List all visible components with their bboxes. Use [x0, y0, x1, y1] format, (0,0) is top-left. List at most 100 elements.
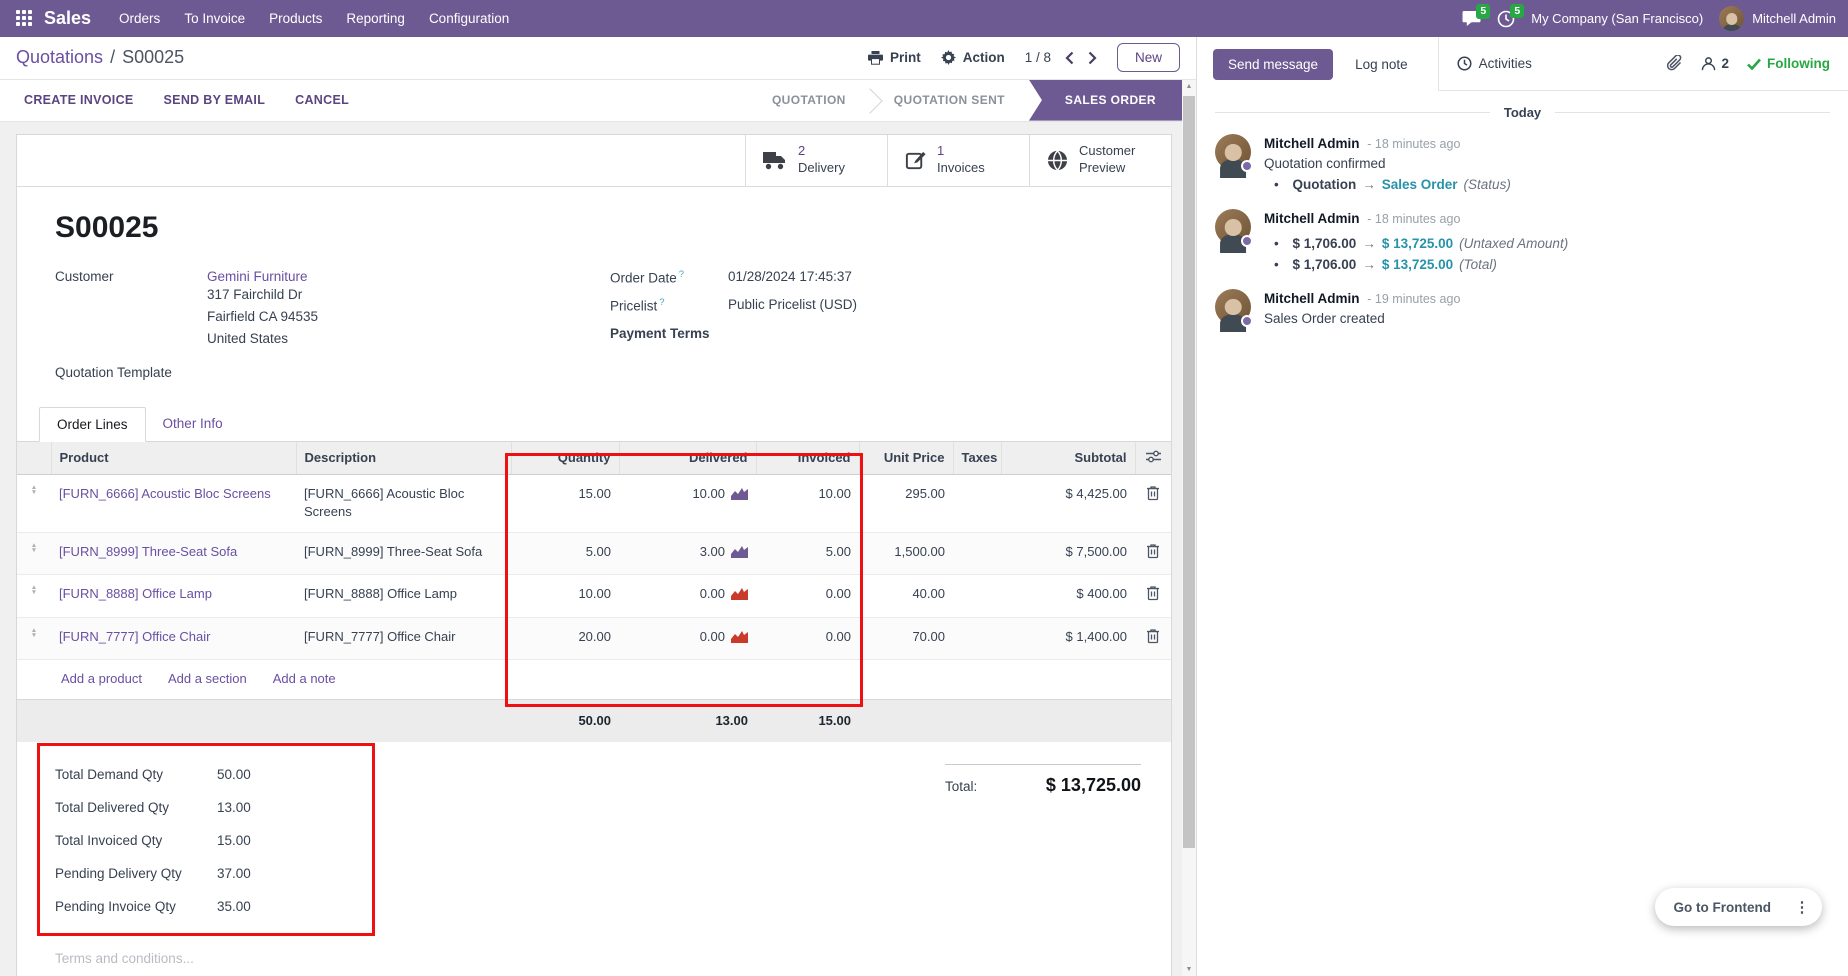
delete-line-icon[interactable]	[1146, 485, 1160, 501]
line-taxes[interactable]	[953, 473, 1001, 533]
line-quantity[interactable]: 10.00	[511, 574, 619, 618]
print-button[interactable]: Print	[867, 50, 921, 65]
line-description[interactable]: [FURN_8888] Office Lamp	[296, 574, 511, 618]
pager-previous-icon[interactable]	[1065, 51, 1074, 65]
line-quantity[interactable]: 15.00	[511, 473, 619, 533]
line-unit-price[interactable]: 295.00	[859, 473, 953, 533]
line-unit-price[interactable]: 70.00	[859, 616, 953, 660]
go-to-frontend-button[interactable]: Go to Frontend	[1673, 899, 1771, 915]
author-avatar[interactable]	[1215, 288, 1253, 327]
taxes-column-header[interactable]: Taxes	[952, 441, 1001, 475]
line-delivered[interactable]: 10.00	[692, 485, 725, 501]
drag-handle[interactable]: ▲ ▼	[17, 574, 51, 618]
menu-products[interactable]: Products	[269, 11, 323, 26]
line-invoiced[interactable]: 0.00	[756, 616, 859, 660]
tab-order-lines[interactable]: Order Lines	[39, 406, 146, 442]
add-a-product-link[interactable]: Add a product	[61, 671, 142, 687]
delete-line-icon[interactable]	[1146, 585, 1160, 601]
activities-icon[interactable]: 5	[1497, 3, 1525, 28]
log-note-button[interactable]: Log note	[1355, 56, 1408, 72]
following-button[interactable]: Following	[1747, 56, 1830, 71]
order-date-value[interactable]: 01/28/2024 17:45:37	[728, 268, 852, 284]
delete-line-icon[interactable]	[1146, 628, 1160, 644]
help-icon[interactable]: ?	[659, 297, 665, 309]
line-description[interactable]: [FURN_8999] Three-Seat Sofa	[296, 531, 511, 575]
drag-handle[interactable]: ▲ ▼	[17, 473, 51, 533]
line-unit-price[interactable]: 40.00	[859, 574, 953, 618]
author-avatar[interactable]	[1215, 134, 1253, 172]
scrollbar-up-arrow[interactable]: ▲	[1185, 83, 1193, 91]
forecast-chart-icon[interactable]	[731, 545, 748, 558]
line-invoiced[interactable]: 0.00	[756, 574, 859, 618]
invoices-smart-button[interactable]: 1 Invoices	[887, 134, 1029, 186]
stage-sales-order[interactable]: SALES ORDER	[1028, 79, 1182, 121]
pricelist-value[interactable]: Public Pricelist (USD)	[728, 297, 858, 313]
scrollbar-thumb[interactable]	[1183, 95, 1195, 848]
unit-price-column-header[interactable]: Unit Price	[858, 441, 953, 475]
author-avatar[interactable]	[1215, 209, 1253, 248]
optional-columns-header[interactable]	[1134, 441, 1171, 475]
send-by-email-button[interactable]: SEND BY EMAIL	[163, 93, 266, 108]
forecast-chart-icon[interactable]	[731, 630, 748, 643]
forecast-chart-icon[interactable]	[731, 588, 748, 601]
menu-reporting[interactable]: Reporting	[346, 11, 405, 26]
menu-to-invoice[interactable]: To Invoice	[184, 11, 246, 26]
vertical-scrollbar[interactable]: ▲ ▼	[1182, 79, 1196, 976]
messages-icon[interactable]: 5	[1462, 4, 1491, 27]
delivered-column-header[interactable]: Delivered	[618, 441, 756, 475]
attachments-button[interactable]	[1667, 55, 1683, 72]
send-message-button[interactable]: Send message	[1213, 48, 1334, 80]
add-a-note-link[interactable]: Add a note	[272, 671, 336, 687]
line-taxes[interactable]	[953, 531, 1001, 575]
forecast-chart-icon[interactable]	[731, 488, 748, 501]
pager-next-icon[interactable]	[1088, 51, 1097, 65]
terms-and-conditions-input[interactable]: Terms and conditions...	[55, 951, 194, 966]
breadcrumb-quotations[interactable]: Quotations	[16, 47, 104, 68]
tab-other-info[interactable]: Other Info	[162, 415, 223, 431]
stage-quotation-sent[interactable]: QUOTATION SENT	[870, 80, 1029, 121]
line-unit-price[interactable]: 1,500.00	[859, 531, 953, 575]
line-invoiced[interactable]: 5.00	[756, 531, 859, 575]
description-column-header[interactable]: Description	[295, 441, 511, 475]
customer-preview-smart-button[interactable]: Customer Preview	[1029, 134, 1171, 186]
menu-orders[interactable]: Orders	[119, 11, 161, 26]
create-invoice-button[interactable]: CREATE INVOICE	[24, 93, 134, 108]
line-delivered[interactable]: 0.00	[699, 586, 725, 602]
app-title[interactable]: Sales	[44, 8, 92, 28]
help-icon[interactable]: ?	[678, 268, 685, 280]
message-author[interactable]: Mitchell Admin	[1264, 290, 1360, 306]
product-link[interactable]: [FURN_7777] Office Chair	[59, 628, 211, 644]
line-description[interactable]: [FURN_7777] Office Chair	[296, 616, 511, 660]
quantity-column-header[interactable]: Quantity	[510, 441, 619, 475]
subtotal-column-header[interactable]: Subtotal	[1000, 441, 1135, 475]
add-a-section-link[interactable]: Add a section	[167, 671, 247, 687]
message-author[interactable]: Mitchell Admin	[1264, 136, 1360, 151]
message-author[interactable]: Mitchell Admin	[1264, 211, 1360, 227]
product-column-header[interactable]: Product	[50, 441, 296, 475]
line-taxes[interactable]	[953, 616, 1001, 660]
scrollbar-down-arrow[interactable]: ▼	[1185, 965, 1193, 973]
user-menu[interactable]: Mitchell Admin	[1719, 6, 1836, 31]
product-link[interactable]: [FURN_8888] Office Lamp	[59, 586, 212, 602]
menu-configuration[interactable]: Configuration	[428, 11, 510, 26]
customer-link[interactable]: Gemini Furniture	[207, 268, 308, 284]
line-delivered[interactable]: 0.00	[699, 628, 725, 644]
kebab-menu-icon[interactable]: ⋮	[1794, 899, 1810, 916]
action-button[interactable]: Action	[940, 50, 1005, 66]
apps-grid-icon[interactable]	[16, 9, 34, 28]
new-button[interactable]: New	[1116, 43, 1180, 73]
cancel-button[interactable]: CANCEL	[295, 93, 350, 108]
product-link[interactable]: [FURN_6666] Acoustic Bloc Screens	[59, 485, 271, 501]
line-delivered[interactable]: 3.00	[699, 543, 725, 559]
delete-line-icon[interactable]	[1146, 543, 1160, 559]
drag-handle[interactable]: ▲ ▼	[17, 616, 51, 660]
line-invoiced[interactable]: 10.00	[756, 473, 859, 533]
drag-handle[interactable]: ▲ ▼	[17, 531, 51, 575]
line-quantity[interactable]: 5.00	[511, 531, 619, 575]
activities-button[interactable]: Activities	[1457, 56, 1532, 71]
product-link[interactable]: [FURN_8999] Three-Seat Sofa	[59, 543, 238, 559]
line-quantity[interactable]: 20.00	[511, 616, 619, 660]
delivery-smart-button[interactable]: 2 Delivery	[745, 134, 887, 186]
line-taxes[interactable]	[953, 574, 1001, 618]
line-description[interactable]: [FURN_6666] Acoustic Bloc Screens	[296, 473, 511, 533]
